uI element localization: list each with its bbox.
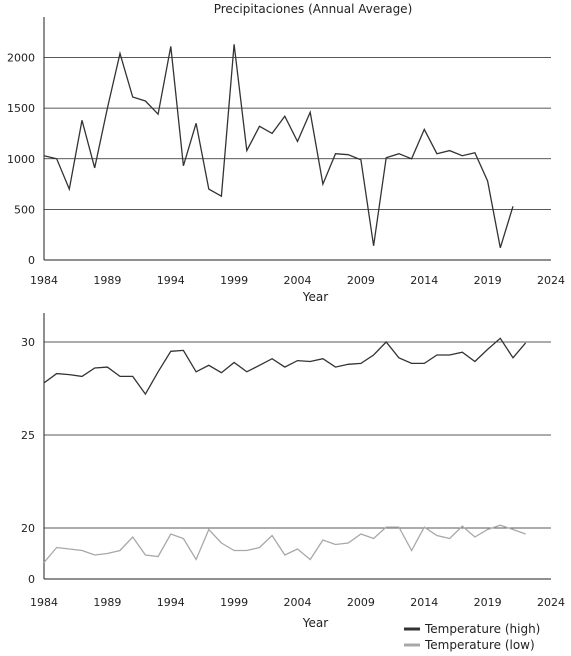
y-tick-labels: 0 20 25 30 xyxy=(21,336,35,586)
x-tick-labels: 1984 1989 1994 1999 2004 2009 2014 2019 2024 xyxy=(30,274,565,287)
x-tick-label: 2004 xyxy=(284,596,312,609)
x-tick-label: 1989 xyxy=(93,596,121,609)
legend-label-low: Temperature (low) xyxy=(424,638,535,652)
y-tick-labels: 0 500 1000 1500 2000 xyxy=(7,52,35,268)
y-tick-label: 20 xyxy=(21,522,35,535)
x-tick-label: 2014 xyxy=(410,596,438,609)
y-tick-label: 2000 xyxy=(7,52,35,65)
x-tick-label: 2004 xyxy=(284,274,312,287)
x-tick-label: 2009 xyxy=(347,274,375,287)
y-tick-label: 25 xyxy=(21,429,35,442)
x-tick-label: 1999 xyxy=(220,596,248,609)
y-tick-label: 0 xyxy=(28,573,35,586)
precipitation-chart: Precipitaciones (Annual Average) 0 500 100… xyxy=(7,2,565,304)
x-tick-labels: 1984 1989 1994 1999 2004 2009 2014 2019 2024 xyxy=(30,596,565,609)
y-tick-label: 30 xyxy=(21,336,35,349)
series-line-1 xyxy=(43,524,526,563)
legend: Temperature (high) Temperature (low) xyxy=(404,622,540,652)
x-tick-label: 1994 xyxy=(157,274,185,287)
x-tick-label: 1989 xyxy=(93,274,121,287)
x-tick-label: 2024 xyxy=(537,596,565,609)
x-tick-label: 2009 xyxy=(347,596,375,609)
x-tick-label: 2014 xyxy=(410,274,438,287)
y-tick-label: 1500 xyxy=(7,102,35,115)
y-tick-label: 500 xyxy=(14,203,35,216)
x-axis-label: Year xyxy=(302,616,328,630)
x-tick-label: 1984 xyxy=(30,274,58,287)
gridlines xyxy=(44,57,551,210)
x-tick-label: 2024 xyxy=(537,274,565,287)
x-tick-label: 1984 xyxy=(30,596,58,609)
y-tick-label: 0 xyxy=(28,254,35,267)
x-axis-label: Year xyxy=(302,290,328,304)
x-tick-label: 1999 xyxy=(220,274,248,287)
temperature-chart: 0 20 25 30 1984 1989 1994 1999 2004 2009 2014 2019… xyxy=(21,313,565,652)
y-tick-label: 1000 xyxy=(7,153,35,166)
gridlines xyxy=(44,341,551,529)
series-lines xyxy=(43,44,514,248)
legend-label-high: Temperature (high) xyxy=(424,622,540,636)
chart-title: Precipitaciones (Annual Average) xyxy=(214,2,413,16)
x-tick-label: 2019 xyxy=(474,274,502,287)
series-lines xyxy=(43,337,527,563)
series-line-0 xyxy=(43,337,527,396)
x-tick-label: 2019 xyxy=(474,596,502,609)
x-tick-label: 1994 xyxy=(157,596,185,609)
series-line-0 xyxy=(43,44,514,248)
